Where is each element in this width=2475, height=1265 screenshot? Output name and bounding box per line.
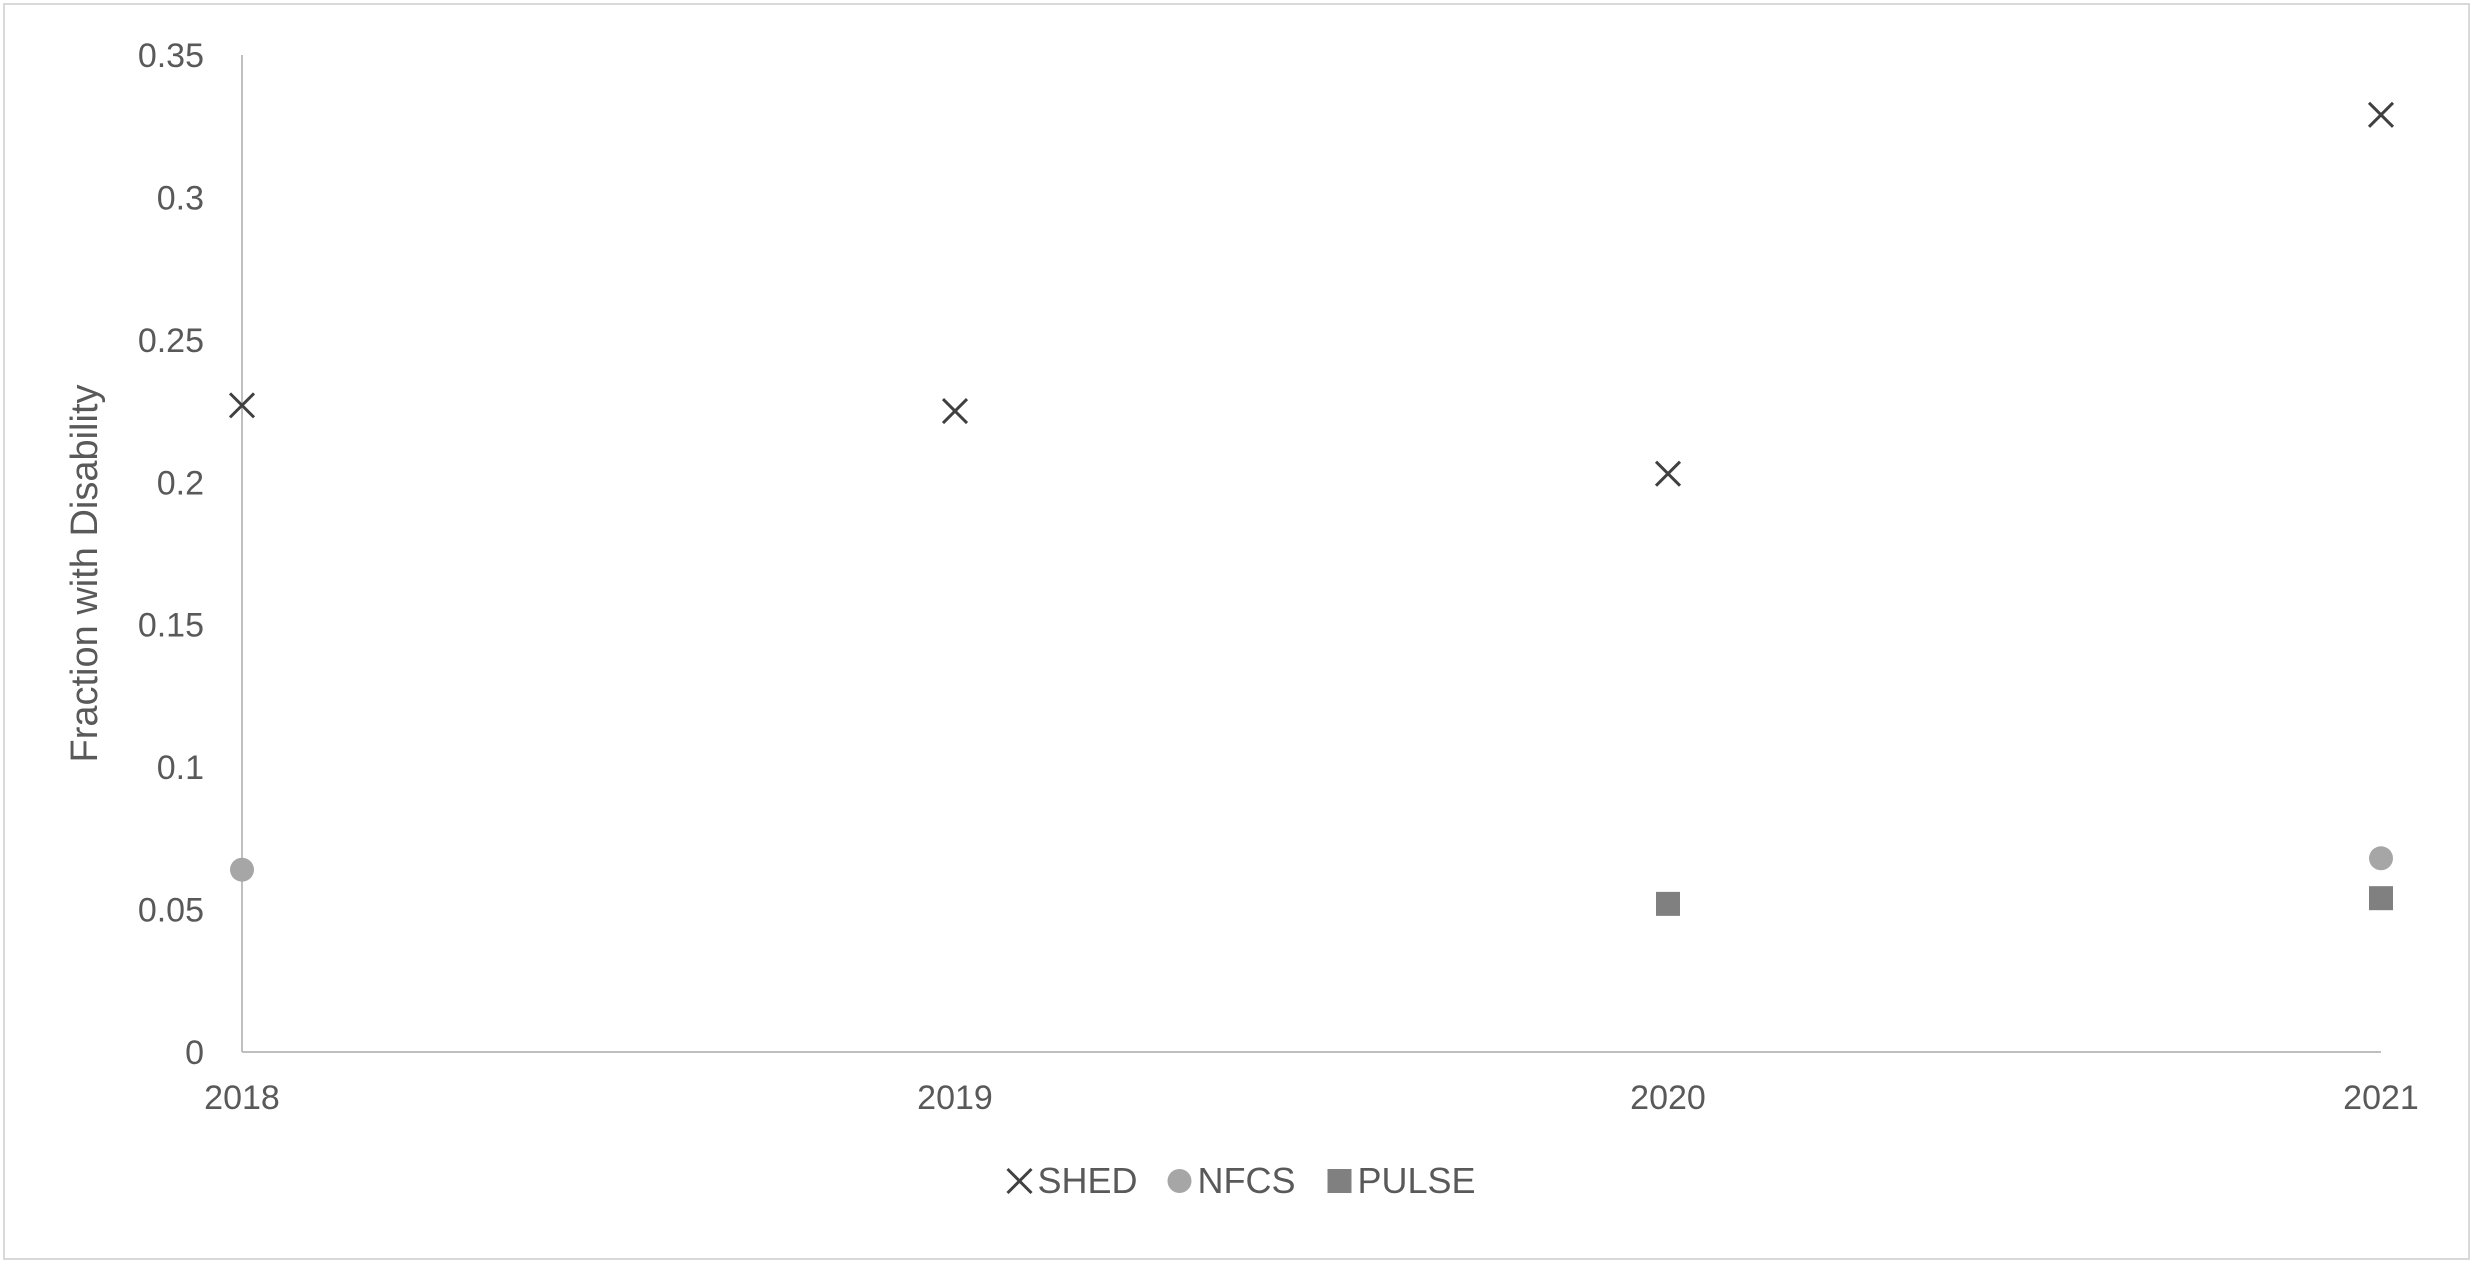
y-tick-label: 0: [185, 1034, 204, 1072]
shed-point: [2367, 101, 2395, 128]
shed-point: [1654, 460, 1682, 487]
y-tick-labels: 0 0.05 0.1 0.15 0.2 0.25 0.3 0.35: [138, 37, 204, 1072]
axes: [241, 55, 2381, 1053]
y-axis-title: Fraction with Disability: [64, 385, 106, 763]
shed-point: [228, 392, 256, 419]
data-marks: [228, 101, 2395, 916]
legend-marker-shed: [1006, 1167, 1033, 1195]
nfcs-point: [2369, 846, 2393, 871]
legend: SHED NFCS PULSE: [1006, 1160, 1476, 1201]
y-tick-label: 0.05: [138, 892, 204, 930]
nfcs-point: [230, 857, 254, 882]
x-tick-label: 2019: [917, 1079, 993, 1117]
legend-item-shed: SHED: [1006, 1160, 1138, 1201]
legend-item-pulse: PULSE: [1327, 1160, 1476, 1201]
y-tick-label: 0.35: [138, 37, 204, 75]
legend-item-nfcs: NFCS: [1167, 1160, 1296, 1201]
chart-svg: 00.050.10.150.20.250.30.35 2018 2019 2020 2…: [64, 37, 2419, 1201]
chart-frame: 0 0.05 0.1 0.15 0.2 0.25 0.3 0.35 2018 2019 2020 2…: [3, 3, 2470, 1260]
legend-label-nfcs: NFCS: [1198, 1160, 1296, 1201]
legend-label-shed: SHED: [1038, 1160, 1138, 1201]
y-tick-label: 0.1: [157, 749, 204, 787]
legend-marker-pulse: [1327, 1169, 1352, 1193]
pulse-point: [2369, 886, 2393, 911]
x-tick-label: 2021: [2343, 1079, 2419, 1117]
x-tick-label: 2020: [1630, 1079, 1706, 1117]
legend-marker-nfcs: [1167, 1169, 1192, 1193]
y-tick-label: 0.3: [157, 179, 204, 217]
y-tick-label: 0.15: [138, 607, 204, 645]
y-tick-label: 0.25: [138, 322, 204, 360]
x-tick-label: 2018: [204, 1079, 280, 1117]
legend-label-pulse: PULSE: [1358, 1160, 1476, 1201]
shed-point: [941, 398, 969, 425]
y-tick-label: 0.2: [157, 464, 204, 502]
pulse-point: [1656, 891, 1680, 916]
x-tick-labels: 2018 2019 2020 2021: [204, 1079, 2419, 1117]
